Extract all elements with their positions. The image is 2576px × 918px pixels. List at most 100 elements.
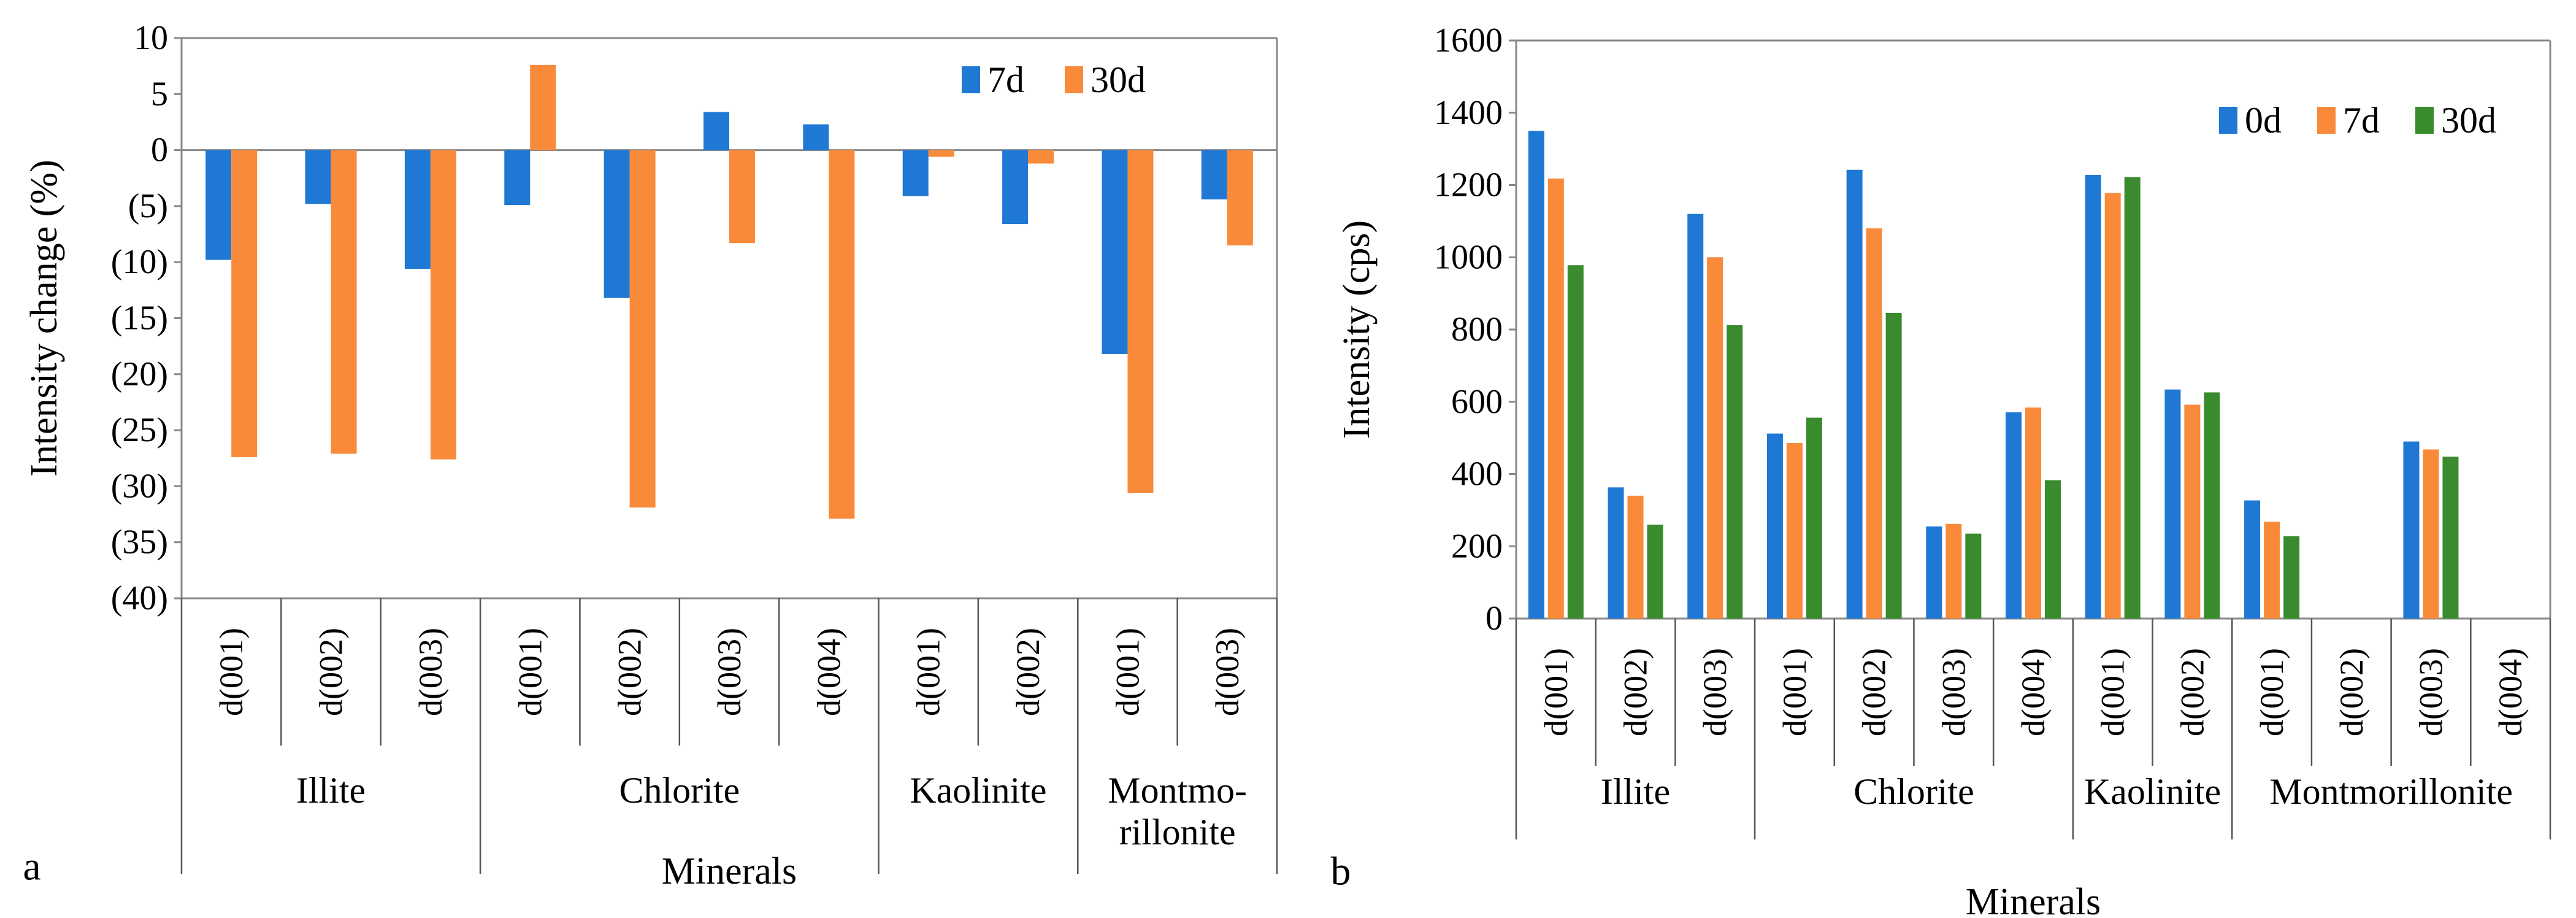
bar-7d-5 (1866, 228, 1882, 619)
legend-label-30d: 30d (2441, 100, 2496, 141)
bar-7d-1 (205, 150, 232, 260)
category-label: d(001) (1109, 628, 1146, 716)
bar-0d-2 (1608, 487, 1624, 619)
bar-7d-6 (1945, 523, 1962, 619)
category-label: d(002) (2174, 648, 2210, 736)
bar-30d-8 (2124, 177, 2141, 619)
panel-label: b (1331, 849, 1351, 894)
bar-0d-1 (1528, 131, 1544, 619)
category-label: d(003) (412, 628, 449, 716)
legend-label-7d: 7d (987, 60, 1024, 100)
bar-0d-3 (1687, 214, 1704, 619)
group-label: Kaolinite (2084, 771, 2221, 812)
bar-0d-10 (2244, 500, 2261, 619)
y-tick-label: (30) (111, 467, 168, 505)
y-tick-label: 5 (151, 75, 168, 113)
group-label: Chlorite (1853, 771, 1974, 812)
legend-swatch-7d (962, 66, 980, 93)
group-label: Kaolinite (910, 770, 1046, 811)
bar-7d-1 (1547, 178, 1564, 619)
category-label: d(001) (512, 628, 548, 716)
bar-30d-7 (829, 150, 855, 519)
bar-30d-2 (1647, 524, 1663, 619)
bar-7d-6 (703, 112, 729, 150)
category-label: d(003) (1696, 648, 1733, 736)
category-label: d(002) (611, 628, 648, 716)
category-label: d(004) (2015, 648, 2052, 736)
category-label: d(002) (2333, 648, 2370, 736)
bar-0d-5 (1846, 169, 1863, 619)
bar-7d-4 (1786, 442, 1803, 619)
y-tick-label: 800 (1451, 310, 1503, 349)
category-label: d(001) (1776, 648, 1813, 736)
chart-panel-b: 0 200 400 600 800 1000 1200 1400 1600 d(001) d(002… (1331, 21, 2551, 918)
bar-0d-9 (2164, 389, 2181, 619)
bar-30d-1 (231, 150, 258, 457)
bar-7d-4 (504, 150, 531, 206)
bar-30d-4 (1806, 417, 1822, 619)
bar-7d-11 (1201, 150, 1227, 199)
bar-30d-2 (331, 150, 357, 454)
bar-7d-10 (2264, 522, 2280, 619)
legend-label-0d: 0d (2245, 100, 2282, 141)
bar-7d-3 (404, 150, 431, 269)
bar-7d-8 (902, 150, 929, 196)
y-tick-label: 1200 (1434, 166, 1503, 204)
group-label: Montmorillonite (2269, 771, 2513, 812)
category-label: d(002) (1856, 648, 1893, 736)
group-label: Montmo- (1108, 770, 1247, 811)
bar-30d-7 (2045, 480, 2061, 619)
y-tick-label: (10) (111, 243, 168, 281)
y-tick-label: 1000 (1434, 238, 1503, 276)
y-tick-label: 1400 (1434, 94, 1503, 132)
bar-30d-12 (2442, 457, 2459, 619)
bar-30d-5 (1885, 312, 1902, 619)
group-label: Illite (1601, 771, 1670, 812)
bar-7d-2 (1627, 495, 1644, 619)
category-label: d(002) (313, 628, 350, 716)
bar-30d-6 (1965, 533, 1982, 619)
legend-swatch-30d (1065, 66, 1083, 93)
legend-swatch-7d (2317, 107, 2336, 134)
category-label: d(002) (1010, 628, 1046, 716)
bar-7d-7 (803, 124, 829, 150)
bar-0d-7 (2006, 412, 2022, 619)
y-tick-label: 200 (1451, 527, 1503, 565)
legend-label-7d: 7d (2343, 100, 2380, 141)
bar-7d-8 (2104, 193, 2121, 619)
legend-swatch-0d (2219, 107, 2237, 134)
bar-7d-10 (1102, 150, 1128, 354)
x-axis-title: Minerals (1966, 881, 2101, 918)
group-label: Chlorite (619, 770, 740, 811)
y-tick-label: 0 (1485, 600, 1503, 638)
bar-7d-2 (305, 150, 331, 204)
group-label: Illite (296, 770, 366, 811)
bar-7d-9 (1002, 150, 1029, 225)
category-label: d(004) (2492, 648, 2529, 736)
y-axis-title: Intensity (cps) (1336, 220, 1378, 439)
x-axis-title: Minerals (662, 850, 797, 892)
category-label: d(001) (2095, 648, 2131, 736)
category-label: d(003) (2412, 648, 2449, 736)
bar-30d-9 (2204, 392, 2220, 619)
bar-0d-6 (1926, 526, 1942, 619)
y-tick-label: 10 (134, 19, 168, 57)
panel-label: a (23, 844, 40, 889)
y-axis-title: Intensity change (%) (23, 160, 65, 476)
bar-30d-5 (629, 150, 656, 508)
y-tick-label: (15) (111, 299, 168, 338)
y-tick-label: (20) (111, 355, 168, 393)
y-tick-label: (35) (111, 523, 168, 561)
category-label: d(001) (2253, 648, 2290, 736)
y-tick-label: (5) (128, 187, 168, 225)
chart-panel-a: 10 5 0 (5) (10) (15) (20) (25) (30) (35) (40) d(001… (23, 19, 1278, 892)
category-label: d(003) (1935, 648, 1972, 736)
bar-7d-9 (2184, 404, 2201, 619)
group-label: rillonite (1119, 812, 1236, 852)
bar-30d-11 (1227, 150, 1253, 245)
bar-7d-3 (1707, 257, 1723, 619)
category-label: d(003) (1209, 628, 1246, 716)
category-label: d(001) (1538, 648, 1574, 736)
bar-0d-8 (2085, 175, 2101, 619)
